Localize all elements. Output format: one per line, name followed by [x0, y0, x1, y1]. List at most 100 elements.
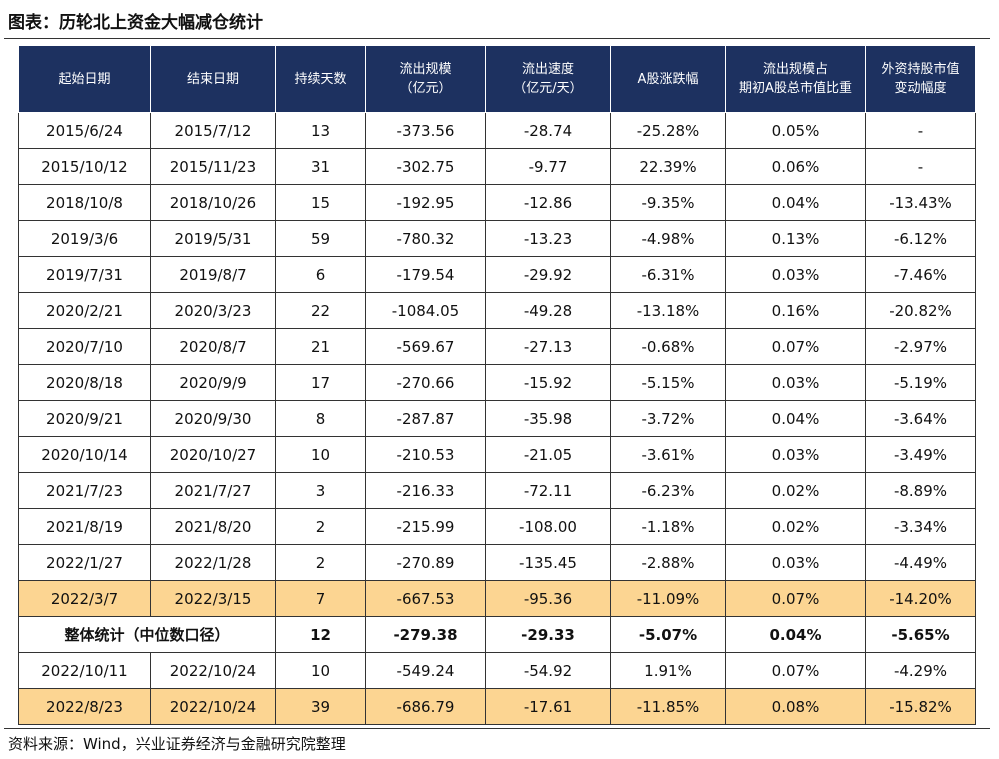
table-cell: 15 — [275, 184, 366, 221]
table-cell: 22 — [275, 292, 366, 329]
table-row: 2022/8/23 2022/10/24 39 -686.79 -17.61 -11.85… — [18, 688, 976, 725]
header-cell: 流出速度 （亿元/天） — [485, 45, 611, 113]
table-cell: 10 — [275, 652, 366, 689]
table-cell: 2 — [275, 544, 366, 581]
table-cell: -54.92 — [485, 652, 611, 689]
table-cell: 0.02% — [725, 472, 866, 509]
table-cell: -780.32 — [365, 220, 486, 257]
header-cell: A股涨跌幅 — [610, 45, 726, 113]
table-cell: -302.75 — [365, 148, 486, 185]
table-cell: 0.04% — [725, 184, 866, 221]
table-cell: 2020/2/21 — [18, 292, 151, 329]
table-cell: 2020/3/23 — [150, 292, 276, 329]
table-cell: -5.19% — [865, 364, 976, 401]
table-cell: -8.89% — [865, 472, 976, 509]
table-cell: 39 — [275, 688, 366, 725]
table-cell: 2020/10/27 — [150, 436, 276, 473]
table-cell: -27.13 — [485, 328, 611, 365]
table-cell: 2022/10/24 — [150, 652, 276, 689]
table-cell: -6.23% — [610, 472, 726, 509]
table-cell: -373.56 — [365, 112, 486, 149]
table-cell: 0.07% — [725, 328, 866, 365]
table-cell: -95.36 — [485, 580, 611, 617]
header-cell: 外资持股市值 变动幅度 — [865, 45, 976, 113]
table-row: 2022/1/27 2022/1/28 2 -270.89 -135.45 -2.88% 0… — [18, 544, 976, 581]
table-cell: 0.04% — [725, 400, 866, 437]
table-cell: -20.82% — [865, 292, 976, 329]
table-cell: 0.03% — [725, 364, 866, 401]
table-cell: -29.92 — [485, 256, 611, 293]
table-cell: -49.28 — [485, 292, 611, 329]
table-cell: 6 — [275, 256, 366, 293]
table-cell: -12.86 — [485, 184, 611, 221]
table-cell: 1.91% — [610, 652, 726, 689]
header-cell: 持续天数 — [275, 45, 366, 113]
table-cell: -569.67 — [365, 328, 486, 365]
table-cell: 2021/8/19 — [18, 508, 151, 545]
table-cell: 2022/10/11 — [18, 652, 151, 689]
table-cell: -35.98 — [485, 400, 611, 437]
table-cell: -108.00 — [485, 508, 611, 545]
table-cell: 0.13% — [725, 220, 866, 257]
table-cell: -135.45 — [485, 544, 611, 581]
table-cell: 2019/7/31 — [18, 256, 151, 293]
table-cell: 2022/1/28 — [150, 544, 276, 581]
table-cell: -2.97% — [865, 328, 976, 365]
table-row: 2018/10/8 2018/10/26 15 -192.95 -12.86 -9.35%… — [18, 184, 976, 221]
table-cell: -4.49% — [865, 544, 976, 581]
header-cell: 结束日期 — [150, 45, 276, 113]
table-cell: 2021/7/23 — [18, 472, 151, 509]
table-cell: -210.53 — [365, 436, 486, 473]
table-row: 2022/10/11 2022/10/24 10 -549.24 -54.92 1.91%… — [18, 652, 976, 689]
table-cell: -686.79 — [365, 688, 486, 725]
table-cell: -4.29% — [865, 652, 976, 689]
table-body: 2015/6/24 2015/7/12 13 -373.56 -28.74 -25.28%… — [18, 112, 976, 725]
table-cell: 2015/11/23 — [150, 148, 276, 185]
table-row: 2020/7/10 2020/8/7 21 -569.67 -27.13 -0.68% 0.… — [18, 328, 976, 365]
table-cell: -11.85% — [610, 688, 726, 725]
table-cell: -0.68% — [610, 328, 726, 365]
table-cell: -6.12% — [865, 220, 976, 257]
header-row: 起始日期 结束日期 持续天数 流出规模 （亿元） 流出速度 （亿元/天） A股涨跌幅 流出规… — [18, 45, 976, 113]
table-cell: -2.88% — [610, 544, 726, 581]
table-cell: -17.61 — [485, 688, 611, 725]
table-cell: 0.03% — [725, 436, 866, 473]
table-cell: 2020/9/30 — [150, 400, 276, 437]
table-row: 2020/2/21 2020/3/23 22 -1084.05 -49.28 -13.18… — [18, 292, 976, 329]
table-cell: 2020/9/9 — [150, 364, 276, 401]
table-cell: 2018/10/26 — [150, 184, 276, 221]
table-cell: 整体统计（中位数口径） — [18, 616, 276, 653]
table-cell: -13.23 — [485, 220, 611, 257]
table-cell: 2015/10/12 — [18, 148, 151, 185]
table-cell: 2015/6/24 — [18, 112, 151, 149]
title: 图表：历轮北上资金大幅减仓统计 — [8, 13, 263, 33]
table-row: 2019/7/31 2019/8/7 6 -179.54 -29.92 -6.31% 0.0… — [18, 256, 976, 293]
table-cell: -9.35% — [610, 184, 726, 221]
table-cell: -549.24 — [365, 652, 486, 689]
table-cell: -3.49% — [865, 436, 976, 473]
table-cell: -25.28% — [610, 112, 726, 149]
header-cell: 流出规模 （亿元） — [365, 45, 486, 113]
table-row: 2020/10/14 2020/10/27 10 -210.53 -21.05 -3.61… — [18, 436, 976, 473]
table-cell: -270.89 — [365, 544, 486, 581]
table-cell: 2020/8/18 — [18, 364, 151, 401]
table-cell: -215.99 — [365, 508, 486, 545]
table-cell: -3.61% — [610, 436, 726, 473]
table-cell: 2019/8/7 — [150, 256, 276, 293]
table-cell: -13.18% — [610, 292, 726, 329]
table-cell: 12 — [275, 616, 366, 653]
table-row: 2020/9/21 2020/9/30 8 -287.87 -35.98 -3.72% 0.… — [18, 400, 976, 437]
table-cell: -179.54 — [365, 256, 486, 293]
table-cell: - — [865, 112, 976, 149]
table-cell: 0.08% — [725, 688, 866, 725]
table-cell: 7 — [275, 580, 366, 617]
table-cell: 2019/3/6 — [18, 220, 151, 257]
table-cell: -21.05 — [485, 436, 611, 473]
table-cell: -15.82% — [865, 688, 976, 725]
table-cell: 2022/8/23 — [18, 688, 151, 725]
table-cell: -72.11 — [485, 472, 611, 509]
table-cell: 0.07% — [725, 652, 866, 689]
table-cell: -28.74 — [485, 112, 611, 149]
table-cell: -216.33 — [365, 472, 486, 509]
table-cell: 0.03% — [725, 544, 866, 581]
